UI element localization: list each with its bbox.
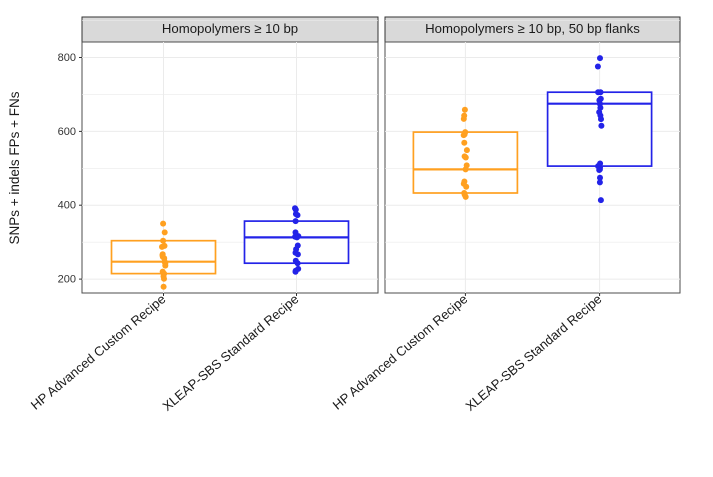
svg-text:SNPs + indels FPs + FNs: SNPs + indels FPs + FNs [7,91,22,244]
svg-text:600: 600 [58,126,76,138]
svg-text:800: 800 [58,52,76,64]
svg-text:200: 200 [58,274,76,286]
svg-text:Homopolymers ≥ 10 bp, 50 bp fl: Homopolymers ≥ 10 bp, 50 bp flanks [425,21,640,36]
svg-text:Homopolymers ≥ 10 bp: Homopolymers ≥ 10 bp [162,21,298,36]
svg-text:400: 400 [58,200,76,212]
